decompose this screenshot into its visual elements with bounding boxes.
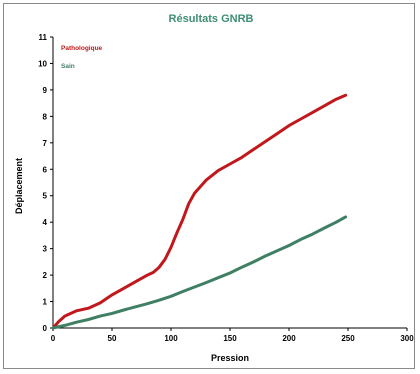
series-line-sain <box>51 215 348 330</box>
legend-entry-pathologique: Pathologique <box>61 45 103 52</box>
x-tick-label: 50 <box>108 334 117 343</box>
y-tick-label: 5 <box>43 192 48 201</box>
series-group <box>51 93 348 330</box>
chart-title: Résultats GNRB <box>169 13 254 25</box>
legend-entry-sain: Sain <box>61 63 75 70</box>
axes: 0 50 100 150 200 250 300 0 1 2 3 4 5 6 7 8 9 10 11 <box>38 33 414 343</box>
chart-frame <box>3 3 415 369</box>
y-tick-label: 0 <box>43 324 48 333</box>
y-tick-label: 6 <box>43 165 48 174</box>
y-tick-label: 8 <box>43 112 48 121</box>
y-tick-label: 2 <box>43 271 48 280</box>
x-tick-label: 250 <box>341 334 355 343</box>
x-tick-label: 100 <box>164 334 178 343</box>
y-axis-label: Déplacement <box>14 158 24 214</box>
legend: Pathologique Sain <box>61 45 103 70</box>
x-tick-label: 300 <box>400 334 414 343</box>
x-tick-label: 200 <box>282 334 296 343</box>
y-tick-label: 10 <box>38 59 47 68</box>
y-tick-label: 11 <box>39 33 48 42</box>
y-tick-label: 7 <box>43 139 48 148</box>
x-tick-label: 0 <box>51 334 56 343</box>
x-tick-label: 150 <box>223 334 237 343</box>
y-tick-label: 3 <box>43 245 48 254</box>
y-tick-label: 1 <box>43 298 48 307</box>
series-line-pathologique <box>51 93 348 330</box>
y-tick-label: 9 <box>43 86 48 95</box>
x-axis-label: Pression <box>211 353 249 363</box>
y-tick-label: 4 <box>43 218 48 227</box>
